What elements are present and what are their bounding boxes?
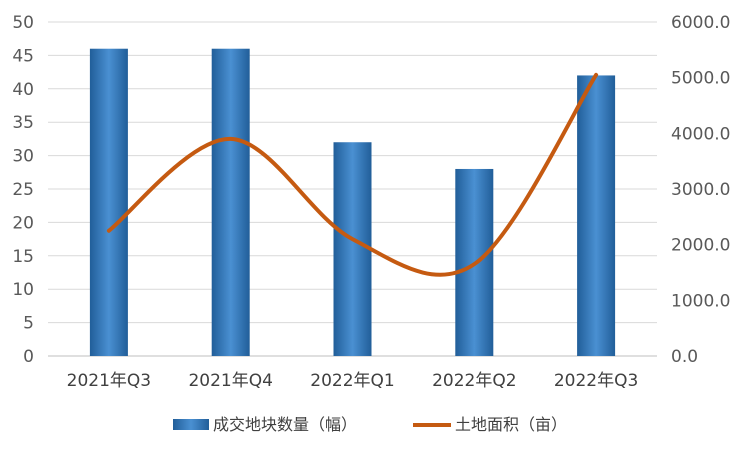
right-tick-label: 1000.0 [671, 291, 730, 311]
category-label: 2022年Q3 [554, 371, 638, 391]
left-tick-label: 25 [12, 180, 34, 200]
category-label: 2021年Q3 [67, 371, 151, 391]
left-tick-label: 45 [12, 46, 34, 66]
right-axis-ticks: 0.0 1000.0 2000.0 3000.0 4000.0 5000.0 6000.0 [671, 13, 730, 367]
left-tick-label: 40 [12, 80, 34, 100]
left-tick-label: 5 [23, 314, 34, 334]
left-tick-label: 30 [12, 147, 34, 167]
category-label: 2022年Q2 [432, 371, 516, 391]
right-tick-label: 4000.0 [671, 124, 730, 144]
bar [333, 142, 372, 356]
left-tick-label: 0 [23, 347, 34, 367]
bar [211, 48, 250, 356]
left-tick-label: 10 [12, 280, 34, 300]
bar [89, 48, 128, 356]
bar-series [89, 48, 616, 356]
category-label: 2022年Q1 [310, 371, 394, 391]
bar [577, 75, 616, 356]
left-tick-label: 15 [12, 247, 34, 267]
right-tick-label: 5000.0 [671, 69, 730, 89]
category-label: 2021年Q4 [188, 371, 272, 391]
left-tick-label: 20 [12, 213, 34, 233]
category-labels: 2021年Q3 2021年Q4 2022年Q1 2022年Q2 2022年Q3 [67, 371, 639, 391]
legend-bar-label: 成交地块数量（幅） [213, 415, 357, 434]
legend-line-label: 土地面积（亩） [455, 415, 567, 434]
left-tick-label: 50 [12, 13, 34, 33]
left-axis-ticks: 0 5 10 15 20 25 30 35 40 45 50 [12, 13, 34, 367]
line-path [106, 72, 599, 277]
legend-bar-swatch [173, 419, 209, 430]
left-tick-label: 35 [12, 113, 34, 133]
right-tick-label: 0.0 [671, 347, 698, 367]
right-tick-label: 3000.0 [671, 180, 730, 200]
right-tick-label: 6000.0 [671, 13, 730, 33]
legend: 成交地块数量（幅） 土地面积（亩） [173, 415, 567, 434]
line-series [106, 72, 599, 277]
right-tick-label: 2000.0 [671, 236, 730, 256]
